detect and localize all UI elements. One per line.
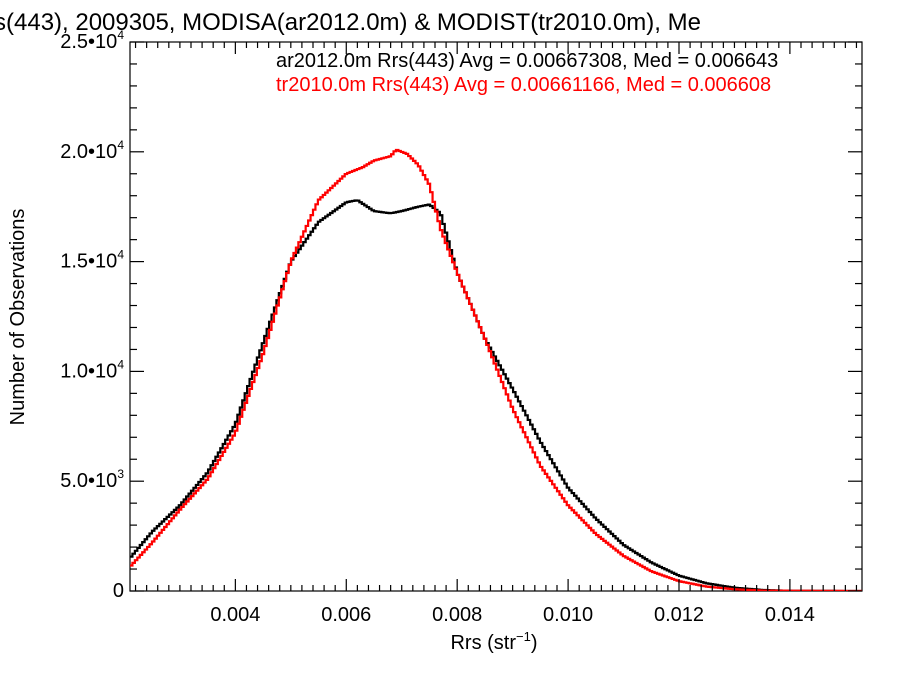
stats-annotations: ar2012.0m Rrs(443) Avg = 0.00667308, Med… (276, 50, 778, 96)
x-axis-label-tail: ) (531, 632, 538, 654)
plot-border (129, 41, 863, 592)
ticks-layer: 0.004 0.006 0.008 0.010 0.012 0.014 0 5.0•103 1.… (60, 28, 862, 626)
series-2 (130, 148, 862, 591)
y-tick-label-4: 2.0•104 (60, 138, 124, 163)
y-axis-label: Number of Observations (7, 209, 29, 426)
x-axis-label-superscript: −1 (516, 629, 531, 644)
x-tick-label-5: 0.014 (765, 604, 815, 626)
series-1 (130, 199, 862, 591)
x-tick-label-4: 0.012 (654, 604, 704, 626)
chart-title: s(443), 2009305, MODISA(ar2012.0m) & MOD… (0, 9, 701, 36)
x-tick-label-0: 0.004 (210, 604, 260, 626)
y-tick-label-0: 0 (113, 580, 124, 602)
series-layer (130, 148, 862, 591)
series-1-line (130, 199, 862, 591)
stats-line-1: ar2012.0m Rrs(443) Avg = 0.00667308, Med… (276, 50, 778, 72)
x-tick-label-1: 0.006 (321, 604, 371, 626)
y-tick-label-2: 1.0•104 (60, 357, 124, 382)
x-axis-label: Rrs (str−1) (450, 629, 537, 654)
x-tick-label-3: 0.010 (543, 604, 593, 626)
y-tick-label-1: 5.0•103 (60, 467, 124, 492)
plot-frame (129, 41, 863, 592)
y-tick-label-3: 1.5•104 (60, 248, 124, 273)
y-tick-label-5: 2.5•104 (60, 28, 124, 53)
stats-line-2: tr2010.0m Rrs(443) Avg = 0.00661166, Med… (276, 74, 771, 96)
series-2-line (130, 148, 862, 591)
x-axis-label-main: Rrs (str (450, 632, 516, 654)
x-tick-label-2: 0.008 (432, 604, 482, 626)
